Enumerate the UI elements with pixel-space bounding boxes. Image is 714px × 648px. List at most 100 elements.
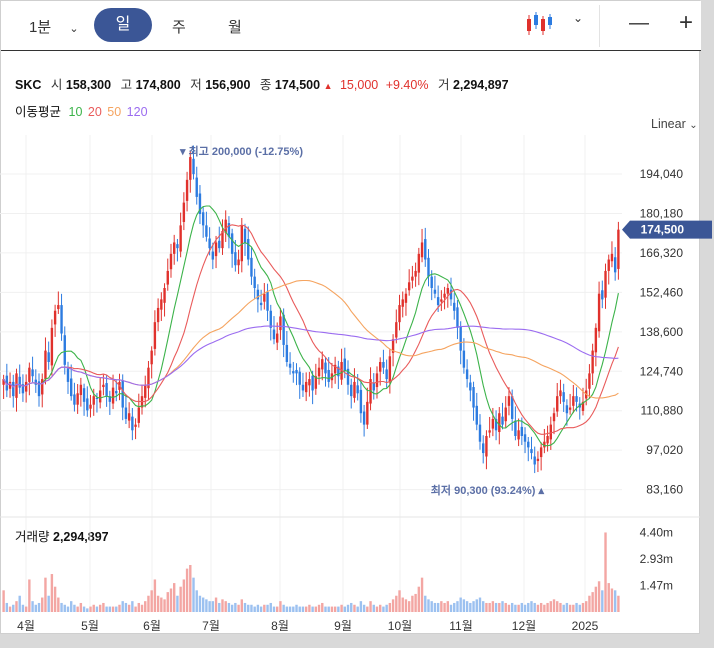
volume-bar <box>562 604 565 612</box>
volume-bar <box>227 602 231 612</box>
volume-tick-label: 1.47m <box>640 578 673 592</box>
tab-day[interactable]: 일 <box>94 8 152 42</box>
volume-bar <box>292 606 295 612</box>
volume-bar <box>340 604 343 612</box>
x-tick-label: 2025 <box>572 619 599 633</box>
candle-body <box>153 322 157 349</box>
scale-mode-dropdown[interactable]: Linear ⌄ <box>651 117 698 131</box>
volume-panel-title: 거래량 2,294,897 <box>15 526 109 545</box>
candle-body <box>205 225 208 237</box>
volume-bar <box>411 595 414 612</box>
candle-body <box>227 223 231 237</box>
volume-bar <box>137 602 140 612</box>
volume-bar <box>2 590 5 612</box>
quote-summary: SKC 시 158,300 고 174,800 저 156,900 종 174,… <box>15 74 509 93</box>
volume-bar <box>259 606 263 612</box>
candle-body <box>201 212 205 226</box>
candle-body <box>192 158 195 175</box>
candle-body <box>8 381 12 389</box>
candle-body <box>311 375 314 391</box>
volume-bar <box>28 579 31 612</box>
volume-bar <box>153 579 157 612</box>
volume-bar <box>57 597 60 612</box>
volume-bar <box>369 601 372 612</box>
volume-bar <box>124 602 128 612</box>
moving-average-legend[interactable]: 이동평균 10 20 50 120 <box>15 101 148 120</box>
zoom-out-button[interactable]: — <box>629 12 649 34</box>
volume-bar <box>189 565 192 612</box>
volume-bar <box>401 597 404 612</box>
volume-bar <box>276 606 279 612</box>
volume-bar <box>407 601 411 612</box>
volume-bar <box>263 604 266 612</box>
candle-body <box>12 381 15 397</box>
volume-bar <box>523 604 527 612</box>
change-arrow-icon: ▲ <box>323 81 333 91</box>
candle-body <box>208 238 211 249</box>
volume-bar <box>591 592 594 612</box>
x-tick-label: 9월 <box>334 619 352 633</box>
volume-bar <box>140 604 144 612</box>
candle-body <box>95 397 99 399</box>
candle-body <box>343 358 346 371</box>
candle-body <box>150 350 153 365</box>
candle-body <box>144 384 147 398</box>
volume-bar <box>76 606 79 612</box>
candle-body <box>295 369 298 374</box>
volume-bar <box>256 604 260 612</box>
candle-body <box>269 310 272 328</box>
volume-bar <box>150 590 153 612</box>
volume-bar <box>214 597 218 612</box>
volume-bar <box>79 602 83 612</box>
candlestick-icon[interactable] <box>525 11 553 41</box>
candle-body <box>514 420 517 436</box>
candle-body <box>53 310 57 325</box>
chart-type-chevron-icon[interactable]: ⌄ <box>573 11 584 25</box>
volume-bar <box>568 604 572 612</box>
volume-bar <box>311 606 314 612</box>
candle-body <box>211 251 215 260</box>
candle-body <box>218 240 221 249</box>
candle-body <box>250 257 253 277</box>
interval-dropdown[interactable]: 1분 ⌄ <box>29 16 79 37</box>
volume-bar <box>375 606 379 612</box>
candle-body <box>388 356 392 383</box>
volume-bar <box>31 601 34 612</box>
volume-bar <box>89 606 92 612</box>
volume-bar <box>388 602 392 612</box>
candle-body <box>304 381 308 393</box>
candle-body <box>50 327 54 366</box>
candle-body <box>549 424 552 440</box>
candle-body <box>317 367 321 377</box>
candle-body <box>530 449 533 454</box>
volume-bar <box>353 604 356 612</box>
candle-body <box>2 379 5 385</box>
candle-body <box>350 384 353 397</box>
volume-bar <box>530 601 533 612</box>
volume-bar <box>372 604 375 612</box>
candle-body <box>327 369 330 382</box>
scale-mode-label: Linear <box>651 117 686 131</box>
candle-body <box>462 350 466 368</box>
candle-body <box>47 352 50 362</box>
candle-body <box>391 339 395 353</box>
candle-body <box>581 401 585 411</box>
volume-bar <box>433 602 437 612</box>
ma-50: 50 <box>107 105 122 119</box>
tab-month[interactable]: 월 <box>228 19 242 36</box>
tab-week[interactable]: 주 <box>172 19 186 36</box>
zoom-in-button[interactable]: + <box>679 9 694 36</box>
volume-bar <box>24 606 28 612</box>
candle-body <box>465 369 469 380</box>
candle-body <box>562 392 565 402</box>
volume-bar <box>427 599 430 612</box>
volume-bar <box>575 602 578 612</box>
volume-bar <box>417 586 421 612</box>
candle-body <box>472 387 475 408</box>
candle-body <box>156 307 160 323</box>
volume-bar <box>507 604 511 612</box>
candle-body <box>401 299 404 307</box>
volume-bar <box>131 601 134 612</box>
candle-body <box>124 407 128 419</box>
